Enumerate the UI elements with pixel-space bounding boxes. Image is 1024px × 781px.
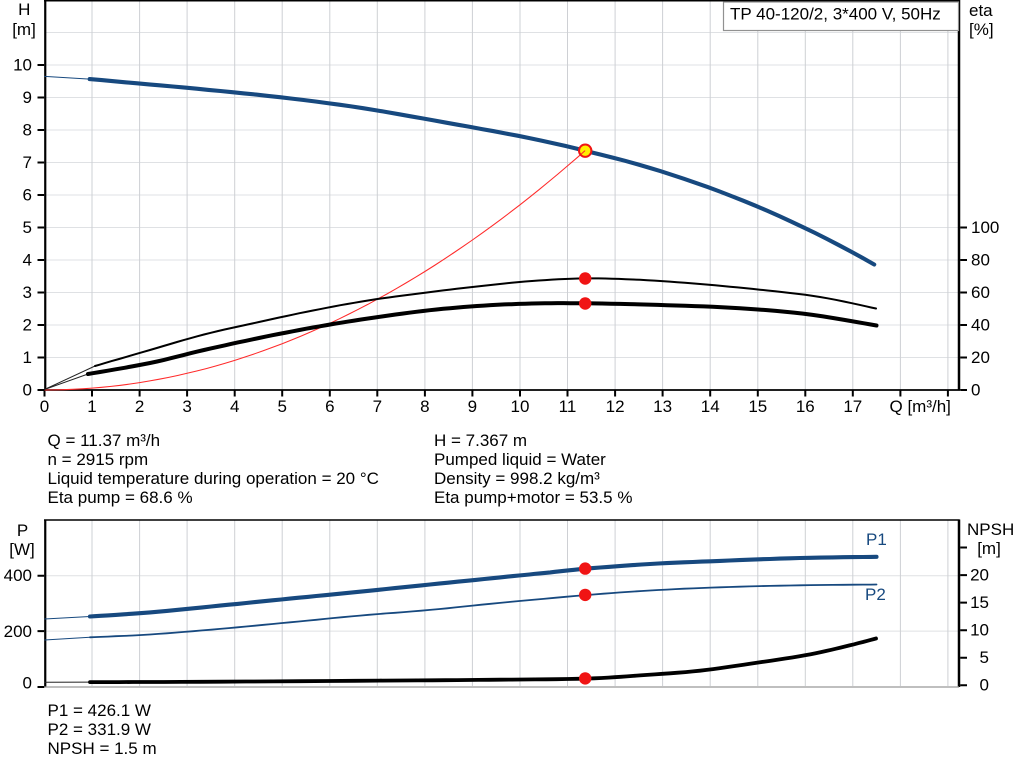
svg-text:4: 4: [23, 250, 32, 269]
svg-text:Liquid temperature during oper: Liquid temperature during operation = 20…: [48, 469, 379, 488]
svg-text:0: 0: [23, 380, 32, 399]
svg-text:8: 8: [23, 120, 32, 139]
svg-text:Q [m³/h]: Q [m³/h]: [890, 397, 951, 416]
svg-text:15: 15: [748, 397, 767, 416]
svg-text:3: 3: [182, 397, 191, 416]
svg-text:P1 = 426.1 W: P1 = 426.1 W: [48, 701, 151, 720]
svg-text:100: 100: [971, 218, 999, 237]
svg-text:5: 5: [23, 218, 32, 237]
svg-text:Q = 11.37 m³/h: Q = 11.37 m³/h: [48, 431, 161, 450]
svg-text:Pumped liquid = Water: Pumped liquid = Water: [434, 450, 606, 469]
svg-text:16: 16: [796, 397, 815, 416]
svg-text:12: 12: [606, 397, 625, 416]
svg-text:[W]: [W]: [9, 540, 35, 559]
svg-text:80: 80: [971, 250, 990, 269]
svg-text:8: 8: [420, 397, 429, 416]
svg-text:13: 13: [653, 397, 672, 416]
svg-text:10: 10: [511, 397, 530, 416]
svg-text:0: 0: [23, 674, 32, 693]
svg-text:5: 5: [980, 648, 989, 667]
svg-text:2: 2: [135, 397, 144, 416]
svg-text:200: 200: [4, 622, 32, 641]
svg-text:0: 0: [980, 676, 989, 695]
svg-text:10: 10: [970, 621, 989, 640]
svg-text:4: 4: [230, 397, 239, 416]
svg-text:P2 = 331.9 W: P2 = 331.9 W: [48, 720, 151, 739]
svg-text:0: 0: [971, 380, 980, 399]
svg-text:0: 0: [40, 397, 49, 416]
svg-text:40: 40: [971, 315, 990, 334]
svg-text:6: 6: [23, 185, 32, 204]
svg-text:20: 20: [971, 348, 990, 367]
svg-text:15: 15: [970, 593, 989, 612]
svg-text:P2: P2: [865, 585, 886, 604]
svg-text:Eta pump = 68.6 %: Eta pump = 68.6 %: [48, 488, 193, 507]
svg-text:Density = 998.2 kg/m³: Density = 998.2 kg/m³: [434, 469, 600, 488]
svg-text:P: P: [17, 521, 28, 540]
svg-text:H = 7.367 m: H = 7.367 m: [434, 431, 527, 450]
svg-text:NPSH: NPSH: [967, 520, 1014, 539]
svg-text:[m]: [m]: [977, 539, 1001, 558]
svg-text:20: 20: [970, 565, 989, 584]
svg-text:TP 40-120/2, 3*400 V, 50Hz: TP 40-120/2, 3*400 V, 50Hz: [730, 5, 941, 24]
svg-text:6: 6: [325, 397, 334, 416]
svg-text:11: 11: [559, 397, 577, 416]
svg-text:7: 7: [373, 397, 382, 416]
svg-text:NPSH = 1.5 m: NPSH = 1.5 m: [48, 739, 157, 758]
svg-text:400: 400: [4, 566, 32, 585]
svg-text:2: 2: [23, 315, 32, 334]
svg-text:9: 9: [23, 88, 32, 107]
svg-text:60: 60: [971, 283, 990, 302]
svg-text:3: 3: [23, 283, 32, 302]
svg-text:P1: P1: [866, 530, 887, 549]
svg-text:14: 14: [701, 397, 720, 416]
svg-text:9: 9: [468, 397, 477, 416]
svg-text:n = 2915 rpm: n = 2915 rpm: [48, 450, 149, 469]
svg-text:[%]: [%]: [969, 20, 994, 39]
svg-text:[m]: [m]: [12, 20, 36, 39]
svg-text:10: 10: [13, 55, 32, 74]
svg-text:5: 5: [277, 397, 286, 416]
svg-text:H: H: [18, 0, 30, 19]
svg-text:1: 1: [87, 397, 96, 416]
svg-text:eta: eta: [969, 1, 993, 20]
svg-text:17: 17: [843, 397, 862, 416]
svg-text:Eta pump+motor = 53.5 %: Eta pump+motor = 53.5 %: [434, 488, 632, 507]
svg-text:7: 7: [23, 153, 32, 172]
svg-text:1: 1: [23, 348, 32, 367]
